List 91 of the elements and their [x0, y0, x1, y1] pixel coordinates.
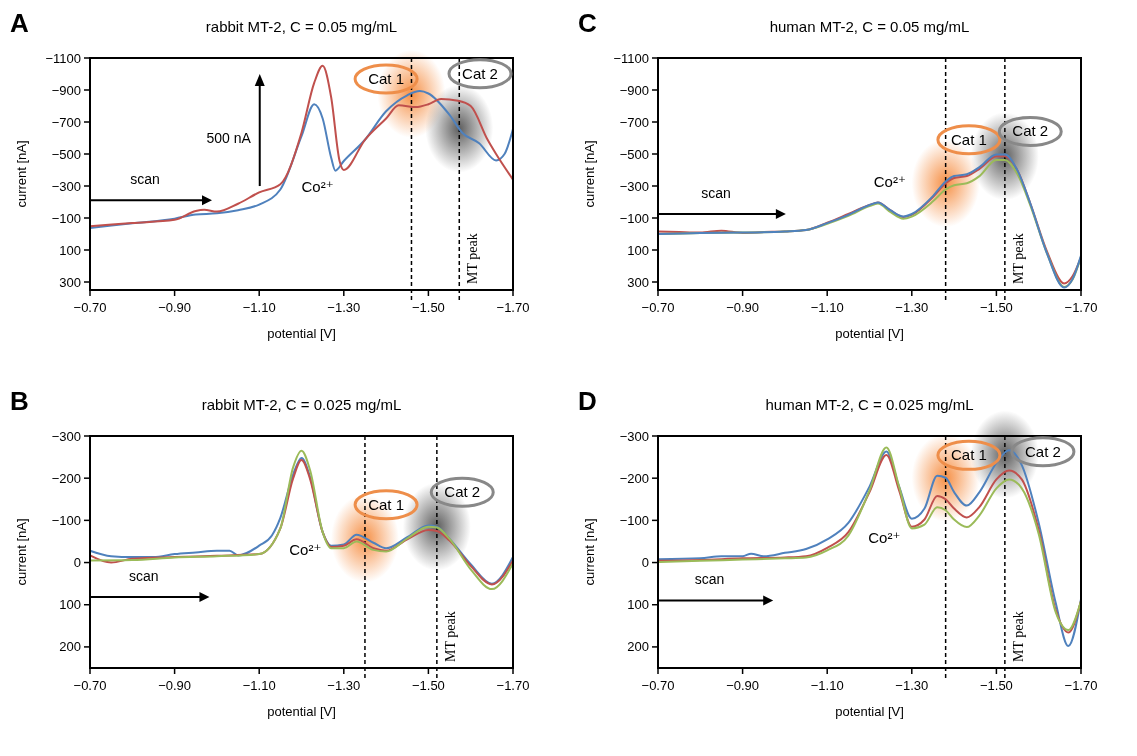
annotation: Cat 2 — [444, 483, 481, 501]
y-tick-label: 200 — [627, 639, 649, 655]
x-tick-label: −1.70 — [496, 300, 530, 315]
annotation: Cat 1 — [950, 446, 987, 464]
y-tick-label: −1100 — [613, 50, 649, 66]
y-tick-label: −100 — [619, 512, 649, 528]
ref-line-label: MT peak — [465, 233, 481, 284]
ref-line-label: MT peak — [1010, 611, 1026, 662]
x-tick-label: −0.90 — [158, 678, 192, 693]
x-tick-label: −1.50 — [411, 300, 445, 315]
x-tick-label: −1.30 — [327, 678, 361, 693]
x-tick-label: −0.70 — [641, 678, 675, 693]
x-tick-label: −1.30 — [895, 300, 929, 315]
annotation: Cat 2 — [1012, 122, 1049, 140]
annotation: Cat 2 — [462, 64, 498, 82]
annotation: scan — [694, 571, 725, 588]
x-tick-label: −1.10 — [242, 300, 276, 315]
annotation: Cat 1 — [368, 495, 405, 513]
y-tick-label: −500 — [619, 146, 649, 162]
y-tick-label: −300 — [619, 428, 649, 444]
annotation: scan — [130, 171, 160, 188]
y-tick-label: 0 — [73, 555, 81, 571]
y-tick-label: −200 — [619, 470, 649, 486]
y-tick-label: 0 — [641, 555, 649, 571]
text: D — [578, 386, 597, 416]
x-axis-title: potential [V] — [835, 326, 904, 341]
annotation: Cat 2 — [1025, 442, 1061, 460]
chart-title: human MT-2, C = 0.05 mg/mL — [769, 18, 970, 35]
x-tick-label: −0.90 — [726, 300, 760, 315]
y-tick-label: 100 — [627, 242, 649, 258]
x-tick-label: −1.70 — [1064, 300, 1098, 315]
y-tick-label: −300 — [619, 178, 649, 194]
y-tick-label: −900 — [51, 82, 81, 98]
y-tick-label: 100 — [59, 242, 81, 258]
ref-line-label: MT peak — [1010, 233, 1026, 284]
y-tick-label: −500 — [51, 146, 81, 162]
annotation: Co²⁺ — [301, 178, 334, 196]
annotation: Cat 1 — [950, 130, 987, 148]
x-axis-title: potential [V] — [267, 704, 336, 719]
y-tick-label: −700 — [51, 114, 81, 130]
x-axis-title: potential [V] — [267, 326, 336, 341]
x-tick-label: −1.10 — [810, 678, 844, 693]
chart-title: human MT-2, C = 0.025 mg/mL — [765, 396, 974, 413]
ref-line-label: MT peak — [442, 611, 458, 662]
y-tick-label: −100 — [51, 210, 81, 226]
y-axis-title: current [nA] — [14, 140, 29, 208]
x-tick-label: −1.50 — [979, 300, 1013, 315]
x-tick-label: −0.90 — [158, 300, 192, 315]
y-tick-label: −900 — [619, 82, 649, 98]
x-tick-label: −0.70 — [73, 678, 107, 693]
x-tick-label: −1.70 — [1064, 678, 1098, 693]
x-tick-label: −1.30 — [895, 678, 929, 693]
y-tick-label: −100 — [51, 512, 81, 528]
y-tick-label: −300 — [51, 178, 81, 194]
y-tick-label: −700 — [619, 114, 649, 130]
x-tick-label: −0.70 — [73, 300, 107, 315]
y-tick-label: −1100 — [45, 50, 81, 66]
annotation: Co²⁺ — [868, 528, 901, 546]
y-axis-title: current [nA] — [582, 140, 597, 208]
text: B — [10, 386, 29, 416]
annotation: Co²⁺ — [873, 172, 906, 190]
text: A — [10, 8, 29, 38]
y-tick-label: −100 — [619, 210, 649, 226]
x-tick-label: −0.70 — [641, 300, 675, 315]
annotation: scan — [701, 184, 731, 201]
annotation: 500 nA — [206, 130, 252, 147]
y-tick-label: 300 — [59, 274, 81, 290]
chart-title: rabbit MT-2, C = 0.05 mg/mL — [205, 18, 398, 35]
y-tick-label: 200 — [59, 639, 81, 655]
x-tick-label: −1.70 — [496, 678, 530, 693]
y-axis-title: current [nA] — [14, 518, 29, 586]
y-tick-label: −300 — [51, 428, 81, 444]
x-tick-label: −1.10 — [242, 678, 276, 693]
chart-title: rabbit MT-2, C = 0.025 mg/mL — [201, 396, 402, 413]
x-axis-title: potential [V] — [835, 704, 904, 719]
annotation: Cat 1 — [368, 69, 405, 87]
y-axis-title: current [nA] — [582, 518, 597, 586]
y-tick-label: −200 — [51, 470, 81, 486]
annotation: scan — [128, 568, 159, 584]
line-series — [89, 64, 514, 228]
x-tick-label: −1.50 — [979, 678, 1013, 693]
line-series — [89, 90, 514, 229]
y-tick-label: 100 — [627, 597, 649, 613]
y-tick-label: 100 — [59, 597, 81, 613]
y-tick-label: 300 — [627, 274, 649, 290]
x-tick-label: −1.50 — [411, 678, 445, 693]
x-tick-label: −1.30 — [327, 300, 361, 315]
annotation: Co²⁺ — [289, 541, 322, 559]
x-tick-label: −0.90 — [726, 678, 760, 693]
text: C — [578, 8, 597, 38]
x-tick-label: −1.10 — [810, 300, 844, 315]
